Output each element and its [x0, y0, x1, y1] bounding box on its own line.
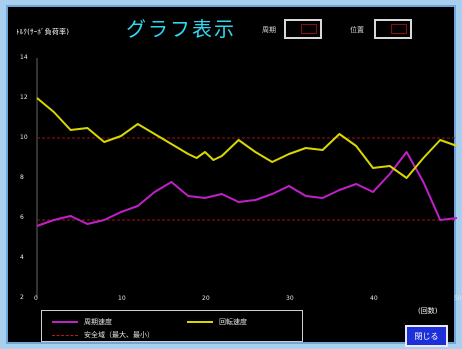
chart-svg [36, 58, 458, 298]
cycle-display-box [284, 19, 322, 39]
legend-item-rotation-speed: 回転速度 [187, 317, 247, 327]
legend-item-cycle-speed: 周期速度 [52, 317, 112, 327]
x-tick-label: 0 [34, 295, 38, 302]
position-box-label: 位置 [350, 26, 364, 34]
x-tick-label: 50 [454, 295, 462, 302]
legend-label-cycle: 周期速度 [84, 318, 112, 326]
x-tick-label: 10 [118, 295, 126, 302]
legend-swatch-safety [52, 334, 78, 336]
page-title: グラフ表示 [126, 17, 236, 41]
y-tick-label: 8 [20, 174, 24, 181]
legend-label-rotation: 回転速度 [219, 318, 247, 326]
graph-screen: ﾄﾙｸ(ｻｰﾎﾞ負荷率) グラフ表示 周期 位置 14 12 10 8 6 4 2 0 10 2… [6, 5, 462, 347]
legend-swatch-cycle [52, 321, 78, 323]
line-chart [33, 52, 460, 304]
position-display-box [374, 19, 412, 39]
y-tick-label: 4 [20, 254, 24, 261]
y-tick-label: 14 [20, 54, 28, 61]
legend-label-safety: 安全域（最大、最小） [84, 331, 154, 339]
y-tick-label: 2 [20, 294, 24, 301]
x-axis-unit: (回数) [418, 307, 438, 315]
series-line-cycle-speed [36, 151, 458, 227]
legend-swatch-rotation [187, 321, 213, 323]
y-tick-label: 12 [20, 94, 28, 101]
legend: 周期速度 回転速度 安全域（最大、最小） [41, 310, 303, 342]
y-tick-label: 10 [20, 134, 28, 141]
legend-item-safety-range: 安全域（最大、最小） [52, 330, 154, 340]
x-tick-label: 20 [202, 295, 210, 302]
x-tick-label: 30 [286, 295, 294, 302]
series-line-rotation-speed [36, 97, 458, 179]
x-tick-label: 40 [370, 295, 378, 302]
y-tick-label: 6 [20, 214, 24, 221]
close-button[interactable]: 閉じる [405, 325, 448, 347]
cycle-box-label: 周期 [262, 26, 276, 34]
y-axis-title: ﾄﾙｸ(ｻｰﾎﾞ負荷率) [16, 28, 70, 36]
